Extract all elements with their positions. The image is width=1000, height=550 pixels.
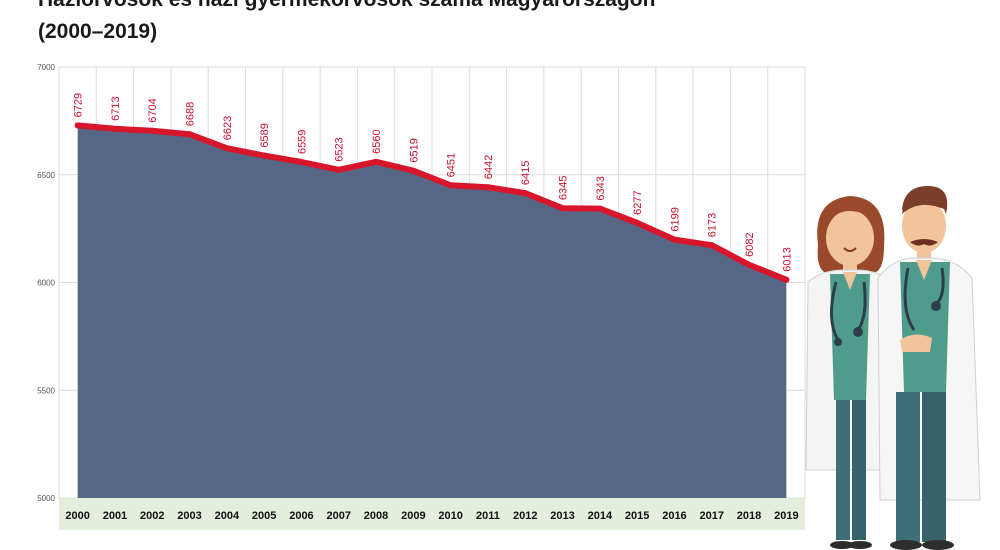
data-label: 6523 [334,137,346,161]
x-tick-label: 2008 [364,510,388,522]
data-label: 6345 [558,176,570,200]
data-label: 6559 [296,130,308,154]
data-point [559,205,566,212]
data-point [74,122,81,129]
data-label: 6415 [520,161,532,185]
data-label: 6704 [147,98,159,122]
data-label: 6199 [669,207,681,231]
male-doctor-figure [877,186,981,550]
series-line [74,122,790,283]
data-point [186,131,193,138]
y-tick-label: 5000 [37,494,55,503]
data-point [484,184,491,191]
data-point [111,125,118,132]
y-tick-label: 5500 [37,386,55,395]
x-tick-label: 2006 [289,510,313,522]
area-fill [77,125,787,499]
x-tick-label: 2002 [140,510,164,522]
x-tick-label: 2001 [103,510,127,522]
data-point [708,242,715,249]
x-tick-label: 2007 [327,510,351,522]
data-label: 6082 [744,232,756,256]
data-labels: 6729 6713 6704 6688 6623 6589 6559 6523 6560 6519… [73,93,794,272]
chart-title-line2: (2000–2019) [38,20,158,43]
data-label: 6560 [371,129,383,153]
x-tick-label: 2011 [476,510,500,522]
data-label: 6451 [446,153,458,177]
data-point [335,166,342,173]
x-tick-label: 2012 [513,510,537,522]
data-label: 6729 [73,93,85,117]
data-label: 6343 [595,176,607,200]
data-point [783,276,790,283]
doctors-illustration [805,186,981,550]
x-tick-label: 2014 [588,510,613,522]
x-tick-label: 2013 [550,510,574,522]
data-point [596,205,603,212]
x-tick-label: 2003 [177,510,201,522]
data-label: 6713 [110,96,122,120]
data-label: 6688 [185,102,197,126]
data-point [149,127,156,134]
x-tick-label: 2009 [401,510,425,522]
x-tick-label: 2000 [65,510,89,522]
data-label: 6589 [259,123,271,147]
x-tick-label: 2018 [737,510,761,522]
x-tick-label: 2004 [215,510,240,522]
data-points [74,122,790,283]
x-tick-label: 2010 [438,510,462,522]
data-point [447,182,454,189]
y-axis-labels: 5000 5500 6000 6500 7000 [37,63,55,503]
y-tick-label: 6000 [37,279,55,288]
chart-title-line1: Háziorvosok és házi gyermekorvosok száma… [38,0,655,12]
data-point [373,158,380,165]
data-point [410,167,417,174]
female-doctor-figure [805,196,895,549]
x-axis-band [59,498,805,530]
data-point [671,236,678,243]
data-point [298,159,305,166]
x-tick-label: 2015 [625,510,649,522]
data-label: 6013 [781,247,793,271]
y-tick-label: 7000 [37,63,55,72]
data-point [261,152,268,159]
x-axis-labels: 2000 2001 2002 2003 2004 2005 2006 2007 2008 2009… [65,510,798,522]
data-point [634,219,641,226]
data-point [522,190,529,197]
data-label: 6519 [408,138,420,162]
data-point [223,145,230,152]
data-label: 6173 [707,213,719,237]
data-label: 6277 [632,190,644,214]
data-label: 6442 [483,155,495,179]
data-point [746,261,753,268]
y-tick-label: 6500 [37,171,55,180]
x-tick-label: 2005 [252,510,276,522]
x-tick-label: 2016 [662,510,686,522]
x-tick-label: 2017 [700,510,724,522]
data-label: 6623 [222,116,234,140]
x-tick-label: 2019 [774,510,798,522]
